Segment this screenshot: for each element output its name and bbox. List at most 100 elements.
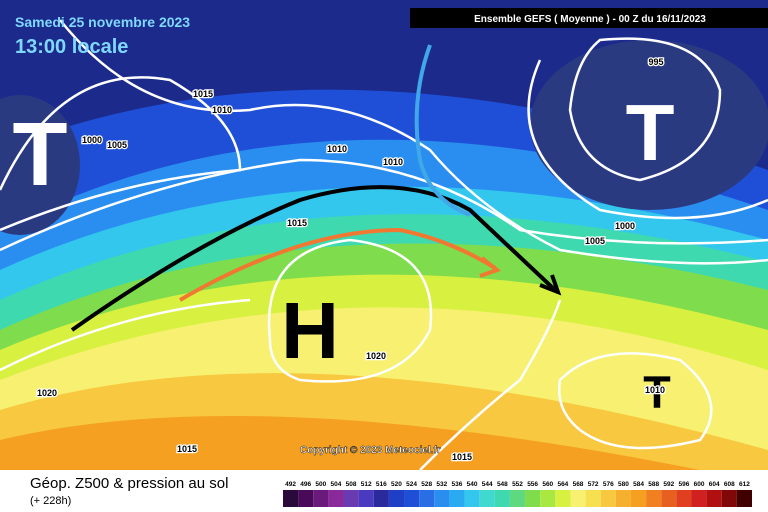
copyright: Copyright © 2023 Meteociel.fr	[300, 445, 441, 456]
run: Ensemble GEFS ( Moyenne ) - 00 Z du 16/1…	[474, 14, 706, 25]
isobar	[59, 19, 768, 265]
pressure-center: T	[13, 105, 68, 205]
band	[0, 416, 700, 470]
isobar-label: 1015	[452, 452, 472, 462]
cold-arrow	[414, 44, 471, 217]
legend-label: 580	[618, 481, 629, 488]
legend-swatch	[691, 490, 707, 507]
legend-swatch	[721, 490, 737, 507]
date: Samedi 25 novembre 2023	[15, 14, 190, 30]
legend-swatch	[706, 490, 722, 507]
legend-swatch	[283, 490, 299, 507]
isobar-label: 1010	[645, 385, 665, 395]
isobar	[0, 158, 768, 252]
legend-swatch	[525, 490, 541, 507]
isobar	[568, 37, 722, 182]
legend-label: 500	[315, 481, 326, 488]
legend-swatch	[615, 490, 631, 507]
arrow-head	[479, 256, 502, 278]
low-core	[530, 40, 768, 210]
legend-label: 568	[573, 481, 584, 488]
legend-label: 596	[678, 481, 689, 488]
legend-label: 540	[467, 481, 478, 488]
legend-label: 600	[694, 481, 705, 488]
legend-label: 520	[391, 481, 402, 488]
legend-swatch	[494, 490, 510, 507]
isobar	[0, 76, 242, 232]
legend-label: 492	[285, 481, 296, 488]
legend-swatch	[585, 490, 601, 507]
low-core	[0, 95, 80, 235]
legend-label: 564	[557, 481, 568, 488]
jet-arrow	[70, 185, 557, 332]
legend-label: 496	[300, 481, 311, 488]
isobar	[0, 298, 251, 372]
isobar	[557, 352, 713, 450]
legend-label: 572	[588, 481, 599, 488]
legend-swatch	[313, 490, 329, 507]
legend-swatch	[676, 490, 692, 507]
isobar-label: 1010	[383, 157, 403, 167]
run-box	[410, 8, 768, 28]
isobar-label: 1015	[193, 89, 213, 99]
isobar-label: 1000	[615, 221, 635, 231]
legend-swatch	[343, 490, 359, 507]
legend-label: 524	[406, 481, 417, 488]
legend-swatch	[434, 490, 450, 507]
legend-label: 516	[376, 481, 387, 488]
pressure-center: T	[626, 88, 675, 177]
legend-label: 512	[361, 481, 372, 488]
legend-label: 544	[482, 481, 493, 488]
legend-swatch	[600, 490, 616, 507]
legend-swatch	[736, 490, 752, 507]
legend-swatch	[479, 490, 495, 507]
isobar-label: 1010	[327, 144, 347, 154]
isobar-label: 1020	[366, 351, 386, 361]
legend-swatch	[404, 490, 420, 507]
isobar-label: 1005	[585, 236, 605, 246]
legend-label: 592	[663, 481, 674, 488]
legend-swatch	[388, 490, 405, 507]
isobar	[419, 299, 562, 471]
legend-label: 604	[709, 481, 720, 488]
legend-swatch	[358, 490, 374, 507]
legend-label: 588	[648, 481, 659, 488]
lead-time: (+ 228h)	[30, 495, 71, 507]
legend-label: 548	[497, 481, 508, 488]
legend-label: 508	[346, 481, 357, 488]
isobar-label: 1010	[212, 105, 232, 115]
footer-title: Géop. Z500 & pression au sol	[30, 475, 228, 492]
isobar-label: 1000	[82, 135, 102, 145]
legend-label: 556	[527, 481, 538, 488]
warm-arrow	[178, 227, 497, 302]
isobar-label: 995	[648, 57, 663, 67]
legend-swatch	[373, 490, 389, 507]
legend-swatch	[570, 490, 586, 507]
legend-label: 576	[603, 481, 614, 488]
isobar-label: 1015	[287, 218, 307, 228]
legend-swatch	[509, 490, 526, 507]
isobar	[267, 238, 433, 383]
legend-swatch	[328, 490, 344, 507]
arrow-head	[539, 274, 562, 296]
legend-label: 552	[512, 481, 523, 488]
isobar	[527, 59, 768, 220]
legend-label: 504	[331, 481, 342, 488]
legend-swatch	[464, 490, 480, 507]
isobar-label: 1020	[37, 388, 57, 398]
legend-swatch	[298, 490, 314, 507]
isobar-label: 1015	[177, 444, 197, 454]
legend-swatch	[646, 490, 662, 507]
legend-label: 560	[542, 481, 553, 488]
legend-label: 608	[724, 481, 735, 488]
time: 13:00 locale	[15, 36, 128, 58]
legend-label: 532	[436, 481, 447, 488]
legend-label: 584	[633, 481, 644, 488]
legend-label: 528	[421, 481, 432, 488]
pressure-center: H	[281, 286, 339, 375]
legend-swatch	[661, 490, 677, 507]
isobar-label: 1005	[107, 140, 127, 150]
legend-label: 612	[739, 481, 750, 488]
